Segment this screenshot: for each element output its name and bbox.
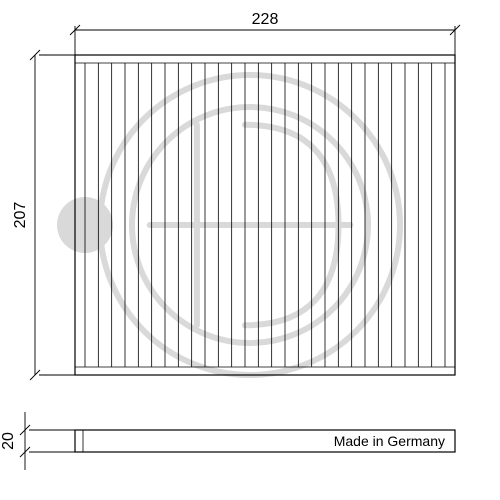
technical-drawing: Made in Germany 228 207 20 [0, 0, 500, 500]
dimension-depth: 20 [0, 412, 75, 470]
side-view: Made in Germany [75, 430, 455, 452]
dimension-height-label: 207 [12, 202, 29, 229]
dimension-width: 228 [70, 11, 460, 55]
dimension-width-label: 228 [252, 11, 279, 28]
watermark-logo [57, 75, 400, 375]
made-in-label: Made in Germany [334, 433, 445, 449]
dimension-depth-label: 20 [0, 432, 17, 450]
